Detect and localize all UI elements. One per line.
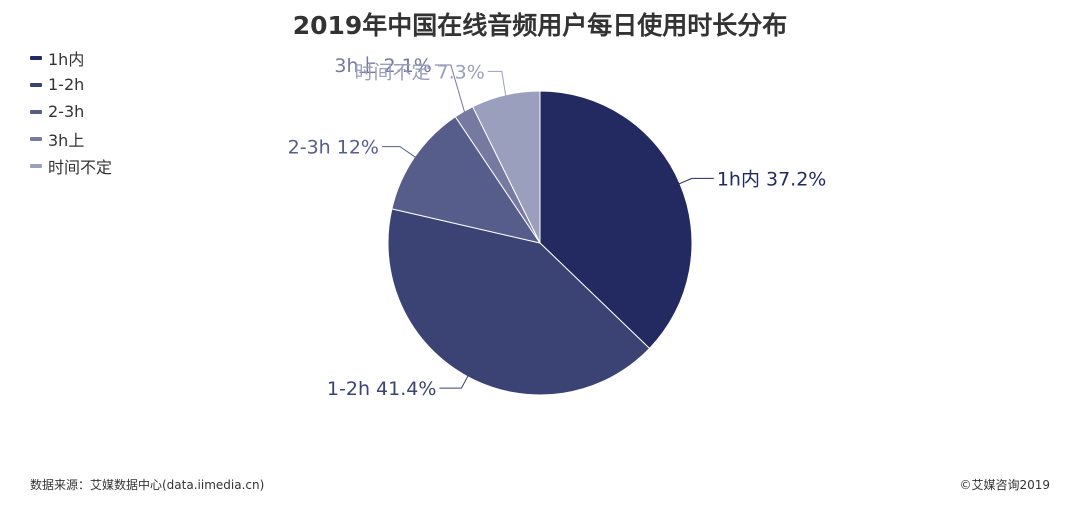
slice-label: 2-3h 12%	[288, 137, 379, 159]
legend-item[interactable]: 2-3h	[30, 98, 112, 125]
slice-label: 3h上 2.1%	[334, 55, 431, 77]
chart-title: 2019年中国在线音频用户每日使用时长分布	[292, 11, 788, 40]
leader-line	[439, 374, 470, 389]
legend: 1h内 1-2h 2-3h 3h上时间不定	[30, 44, 112, 179]
legend-label: 3h上	[48, 130, 85, 150]
legend-swatch	[30, 109, 42, 114]
slice-label: 时间不定 7.3%	[354, 61, 484, 83]
copyright: ©艾媒咨询2019	[959, 478, 1050, 492]
legend-label: 2-3h	[48, 102, 85, 121]
legend-swatch	[30, 55, 42, 60]
leader-line	[677, 177, 714, 185]
legend-item[interactable]: 3h上	[30, 125, 112, 152]
legend-item[interactable]: 1-2h	[30, 71, 112, 98]
source-note: 数据来源：艾媒数据中心(data.iimedia.cn)	[30, 478, 265, 492]
legend-item[interactable]: 时间不定	[30, 152, 112, 179]
leader-line	[487, 70, 507, 98]
leader-line	[434, 64, 466, 114]
legend-item[interactable]: 1h内	[30, 44, 112, 71]
leader-line	[381, 146, 417, 159]
legend-swatch	[30, 163, 42, 168]
legend-label: 1h内	[48, 49, 85, 69]
legend-label: 时间不定	[48, 157, 113, 177]
slice-label: 1-2h 41.4%	[327, 378, 436, 400]
legend-label: 1-2h	[48, 75, 85, 94]
slice-label: 1h内 37.2%	[717, 168, 827, 190]
legend-swatch	[30, 82, 42, 87]
legend-swatch	[30, 136, 42, 141]
